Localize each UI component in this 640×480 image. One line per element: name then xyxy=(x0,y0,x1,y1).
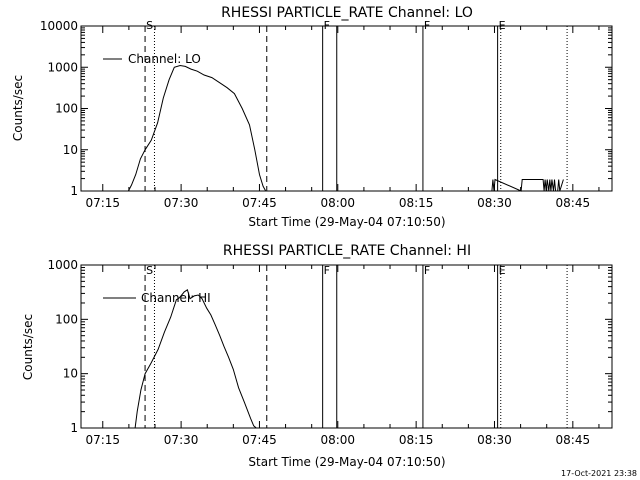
x-axis-label-lo: Start Time (29-May-04 07:10:50) xyxy=(248,215,445,229)
x-tick-label: 07:30 xyxy=(164,433,199,447)
legend-label-hi: Channel: HI xyxy=(141,291,211,305)
data-series-line-lo-1 xyxy=(491,178,564,192)
event-marker-label: S xyxy=(146,19,153,32)
y-tick-label: 1 xyxy=(70,421,78,435)
y-tick-label: 10 xyxy=(63,143,78,157)
y-axis-label-lo: Counts/sec xyxy=(11,75,25,141)
y-tick-label: 10 xyxy=(63,367,78,381)
y-tick-label: 1 xyxy=(70,184,78,198)
x-tick-label: 08:00 xyxy=(320,196,355,210)
lo-channel-panel: RHESSI PARTICLE_RATE Channel: LO Start T… xyxy=(11,5,613,229)
event-marker-label: F xyxy=(424,264,430,277)
x-tick-label: 08:00 xyxy=(320,433,355,447)
event-marker-label: F xyxy=(424,19,430,32)
event-marker-label: E xyxy=(499,264,506,277)
y-tick-label: 1000 xyxy=(47,60,78,74)
footer-timestamp: 17-Oct-2021 23:38 xyxy=(561,469,637,478)
event-marker-label: F xyxy=(324,264,330,277)
x-tick-label: 08:30 xyxy=(477,196,512,210)
chart-title-hi: RHESSI PARTICLE_RATE Channel: HI xyxy=(223,243,471,259)
x-tick-label: 08:45 xyxy=(556,196,591,210)
y-tick-label: 1000 xyxy=(47,258,78,272)
chart-title-lo: RHESSI PARTICLE_RATE Channel: LO xyxy=(221,5,473,21)
x-tick-label: 07:30 xyxy=(164,196,199,210)
data-series-line-lo-0 xyxy=(127,64,267,192)
y-tick-label: 100 xyxy=(55,312,78,326)
y-tick-label: 10000 xyxy=(40,19,78,33)
data-series-line-hi-0 xyxy=(134,289,257,429)
event-marker-label: E xyxy=(499,19,506,32)
x-tick-label: 07:15 xyxy=(85,433,120,447)
event-marker-label: S xyxy=(146,264,153,277)
y-axis-label-hi: Counts/sec xyxy=(21,314,35,380)
plot-frame-hi xyxy=(80,264,613,429)
x-tick-label: 07:15 xyxy=(85,196,120,210)
legend-label-lo: Channel: LO xyxy=(128,52,201,66)
x-tick-label: 07:45 xyxy=(242,196,277,210)
y-tick-label: 100 xyxy=(55,102,78,116)
x-tick-label: 08:45 xyxy=(556,433,591,447)
x-tick-label: 07:45 xyxy=(242,433,277,447)
event-marker-label: F xyxy=(324,19,330,32)
hi-channel-panel: RHESSI PARTICLE_RATE Channel: HI Start T… xyxy=(21,243,613,469)
x-axis-label-hi: Start Time (29-May-04 07:10:50) xyxy=(248,455,445,469)
x-tick-label: 08:15 xyxy=(399,433,434,447)
x-tick-label: 08:30 xyxy=(477,433,512,447)
x-tick-label: 08:15 xyxy=(399,196,434,210)
